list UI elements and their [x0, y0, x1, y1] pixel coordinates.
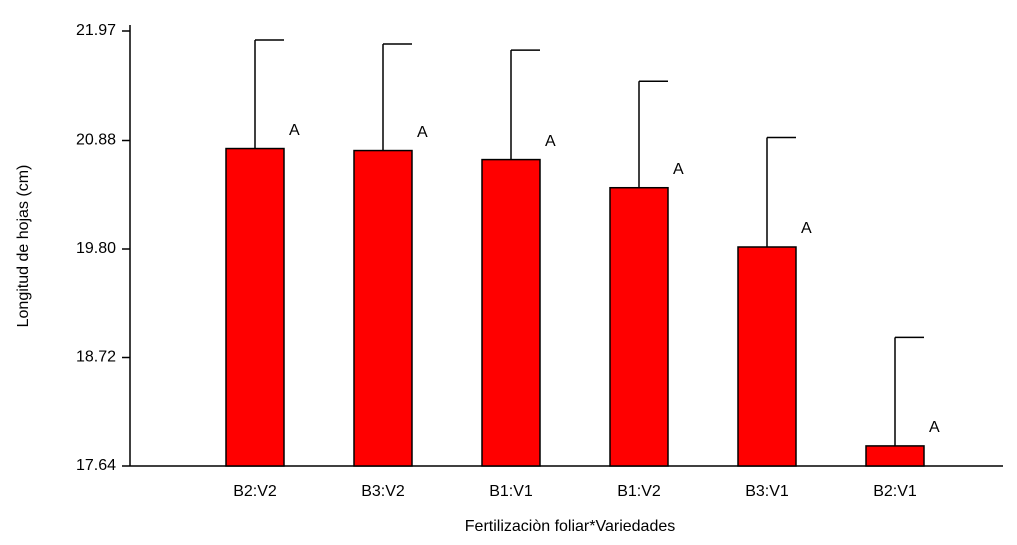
y-tick-label: 20.88	[76, 132, 116, 149]
annotation: A	[545, 133, 556, 150]
y-axis-label: Longitud de hojas (cm)	[15, 165, 32, 328]
x-tick-label: B3:V1	[745, 483, 789, 500]
y-tick-label: 18.72	[76, 349, 116, 366]
annotation: A	[801, 220, 812, 237]
x-tick-label: B2:V2	[233, 483, 277, 500]
x-axis-label: Fertilizaciòn foliar*Variedades	[465, 518, 675, 535]
y-tick-label: 21.97	[76, 22, 116, 39]
x-tick-label: B1:V2	[617, 483, 661, 500]
bar	[609, 186, 669, 467]
annotation: A	[929, 419, 940, 436]
x-tick-label: B2:V1	[873, 483, 917, 500]
y-tick-label: 17.64	[76, 457, 116, 474]
annotation: A	[673, 161, 684, 178]
y-tick-label: 19.80	[76, 240, 116, 257]
bar	[481, 158, 541, 467]
annotation: A	[417, 124, 428, 141]
bar	[865, 445, 925, 467]
annotation: A	[289, 122, 300, 139]
bar	[737, 246, 797, 467]
x-tick-label: B1:V1	[489, 483, 533, 500]
bar	[225, 147, 285, 467]
bar	[353, 149, 413, 467]
x-tick-label: B3:V2	[361, 483, 405, 500]
